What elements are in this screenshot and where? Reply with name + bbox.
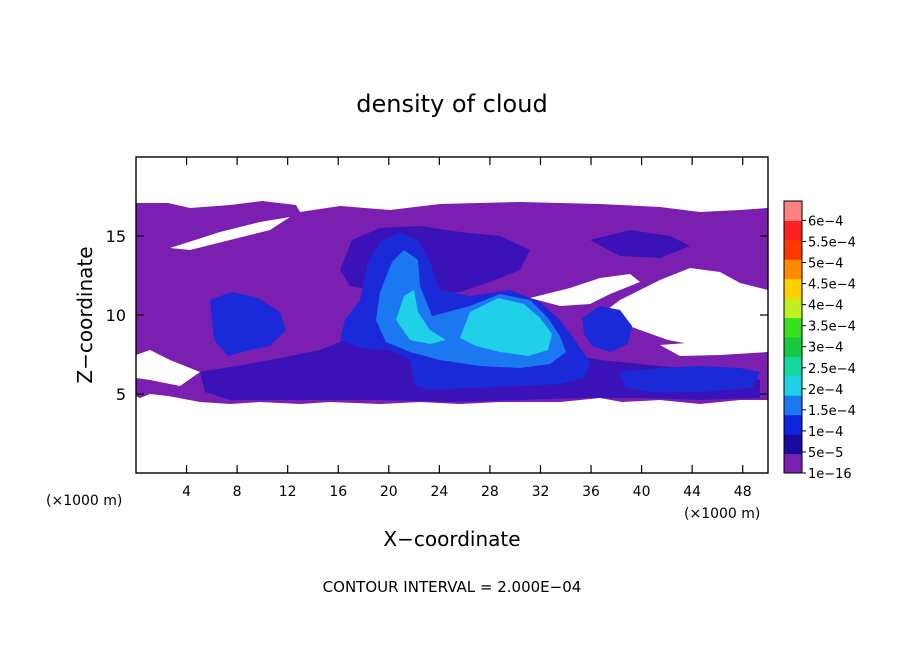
chart-title: density of cloud: [356, 90, 547, 118]
colorbar-label: 6e−4: [808, 214, 843, 229]
colorbar-swatch: [784, 298, 802, 319]
x-tick-label: 8: [233, 484, 242, 500]
cloud-gap-left: [136, 350, 200, 386]
x-tick-label: 12: [279, 484, 297, 500]
colorbar-label: 2e−4: [808, 383, 843, 398]
colorbar-swatch: [784, 201, 802, 221]
colorbar-label: 3e−4: [808, 341, 843, 356]
colorbar-swatch: [784, 259, 802, 280]
x-tick-label: 28: [481, 484, 499, 500]
x-unit-left: (×1000 m): [46, 493, 122, 509]
cloud-left-cell: [210, 292, 286, 356]
cloud-gap-upper: [170, 217, 290, 250]
colorbar-label: 1.5e−4: [808, 404, 856, 419]
x-tick-label: 24: [430, 484, 448, 500]
colorbar-swatch: [784, 220, 802, 241]
colorbar-label: 4e−4: [808, 299, 843, 314]
colorbar-swatch: [784, 414, 802, 435]
colorbar-swatch: [784, 239, 802, 260]
cloud-gap-right: [530, 274, 640, 306]
cloud-field: [136, 201, 768, 404]
colorbar-label: 4.5e−4: [808, 278, 856, 293]
x-unit-right: (×1000 m): [684, 506, 760, 522]
colorbar-label: 5e−5: [808, 446, 843, 461]
colorbar: 1e−16 5e−5 1e−4 1.5e−4 2e−4 2.5e−4 3e−4 3.5e−4 4…: [783, 200, 856, 482]
x-tick-label: 4: [182, 484, 191, 500]
colorbar-swatch: [784, 395, 802, 416]
y-axis-label: Z−coordinate: [73, 246, 97, 383]
colorbar-label: 3.5e−4: [808, 320, 856, 335]
cloud-bottom-band: [620, 366, 760, 392]
cloud-right-upper: [590, 230, 690, 258]
colorbar-label: 5e−4: [808, 257, 843, 272]
cloud-right-cell: [582, 306, 632, 352]
colorbar-swatch: [784, 453, 802, 474]
colorbar-label: 2.5e−4: [808, 362, 856, 377]
colorbar-swatch: [784, 356, 802, 377]
colorbar-swatch: [784, 434, 802, 455]
colorbar-swatch: [784, 337, 802, 357]
x-axis-ticks: 4 8 12 16 20 24 28 32 36 40 44 48: [182, 157, 752, 500]
colorbar-label: 1e−4: [808, 425, 843, 440]
y-tick-label: 5: [116, 385, 126, 404]
colorbar-label: 1e−16: [808, 467, 852, 482]
cloud-gap-right2: [660, 336, 768, 356]
x-tick-label: 40: [633, 484, 651, 500]
y-tick-label: 15: [106, 227, 126, 246]
cloud-core-peak: [460, 298, 552, 356]
contour-interval-note: CONTOUR INTERVAL = 2.000E−04: [323, 578, 582, 596]
x-tick-label: 16: [329, 484, 347, 500]
colorbar-swatch: [784, 375, 802, 396]
colorbar-swatch: [784, 278, 802, 299]
x-tick-label: 20: [380, 484, 398, 500]
x-tick-label: 36: [582, 484, 600, 500]
y-axis-ticks: 5 10 15: [106, 227, 768, 404]
x-axis-label: X−coordinate: [383, 527, 520, 551]
colorbar-swatch: [784, 317, 802, 338]
colorbar-label: 5.5e−4: [808, 235, 856, 250]
colorbar-frame: [783, 200, 803, 474]
x-tick-label: 48: [734, 484, 752, 500]
x-tick-label: 32: [532, 484, 550, 500]
y-tick-label: 10: [106, 306, 126, 325]
cloud-core-arm: [396, 290, 446, 344]
x-tick-label: 44: [683, 484, 701, 500]
